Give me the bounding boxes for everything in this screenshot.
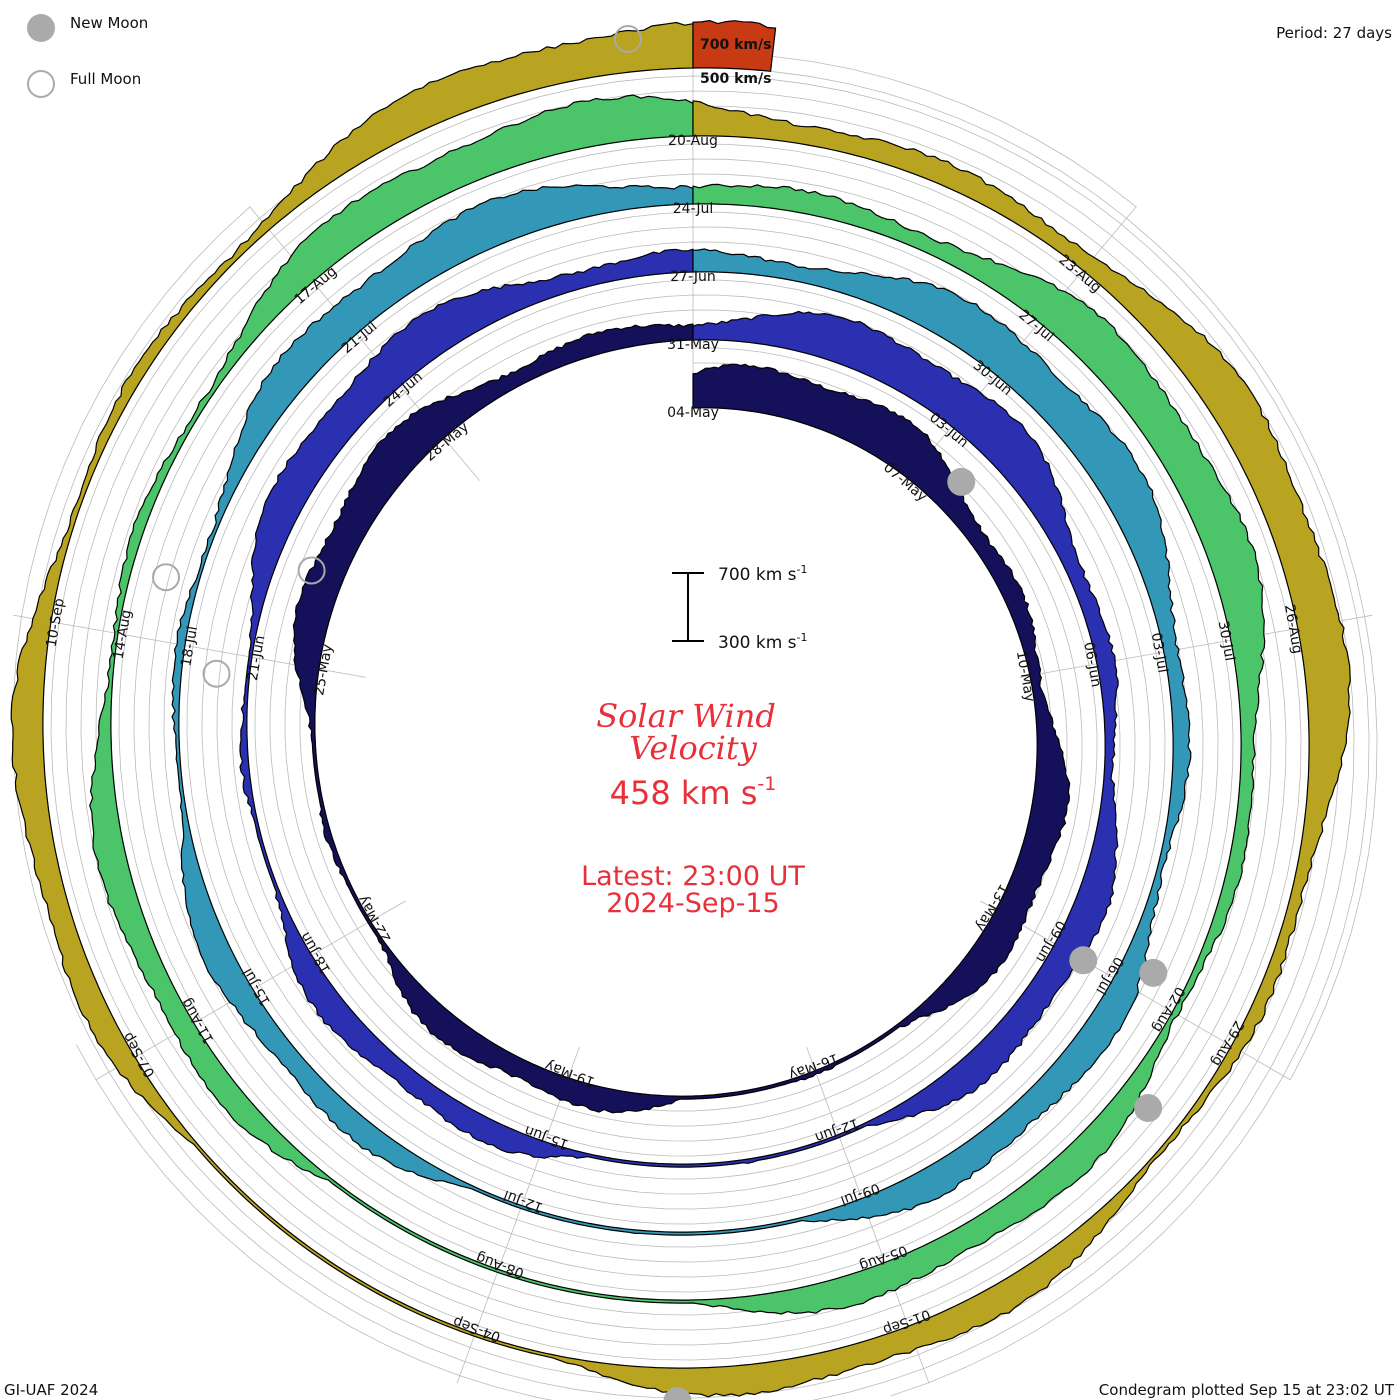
day-spoke [456,1046,580,1384]
legend-new-moon-label: New Moon [70,14,148,32]
date-label: 27-Jun [670,269,716,285]
date-label: 18-Jul [178,625,201,668]
moon-layer [152,25,1168,1400]
date-label: 16-May [786,1050,840,1083]
date-label: 08-Aug [474,1249,526,1281]
date-label: 21-Jun [245,634,269,682]
ring-6-speed-band [692,20,777,72]
date-label: 12-Jun [813,1115,861,1146]
legend-full-moon-icon [27,70,55,98]
full-moon-icon [614,25,642,53]
date-label: 06-Jun [1080,641,1104,689]
scale-700-label: 700 km/s [700,37,771,53]
new-moon-icon [947,467,976,496]
date-label: 04-Sep [451,1313,503,1345]
spiral-gridline [65,90,1355,1400]
center-scale-700-label: 700 km s-1 [718,563,808,585]
legend-new-moon-icon [27,14,55,42]
date-label: 14-Aug [111,609,135,661]
latest-time: Latest: 23:00 UT [581,861,805,892]
new-moon-icon [1139,958,1168,987]
title-line-1: Solar Wind [596,697,776,735]
center-scale-300-label: 300 km s-1 [718,631,808,653]
center-scale-bar [672,572,704,642]
date-label: 20-Aug [668,133,718,149]
new-moon-icon [1134,1094,1163,1122]
footer-plotted-time: Condegram plotted Sep 15 at 23:02 UT [1099,1381,1395,1399]
date-label: 24-Jul [673,201,714,217]
date-label: 30-Jul [1215,620,1238,663]
full-moon-icon [152,563,180,592]
date-label: 22-May [355,892,395,945]
date-label: 31-May [667,337,719,353]
new-moon-icon [663,1387,692,1400]
current-velocity-value: 458 km s-1 [610,773,777,812]
new-moon-icon [1069,946,1098,975]
legend-full-moon-label: Full Moon [70,70,141,88]
date-label: 12-Jul [502,1187,546,1216]
scale-500-label: 500 km/s [700,71,771,87]
latest-date: 2024-Sep-15 [606,888,779,919]
footer-credit: GI-UAF 2024 [4,1381,98,1399]
full-moon-icon [297,556,326,585]
spiral-gridline [50,75,1370,1397]
ring-layer [10,20,1351,1398]
full-moon-icon [202,659,231,688]
period-label: Period: 27 days [1276,24,1392,42]
date-label: 03-Jul [1148,631,1171,674]
title-line-2: Velocity [629,729,758,767]
date-label: 04-May [667,405,719,421]
